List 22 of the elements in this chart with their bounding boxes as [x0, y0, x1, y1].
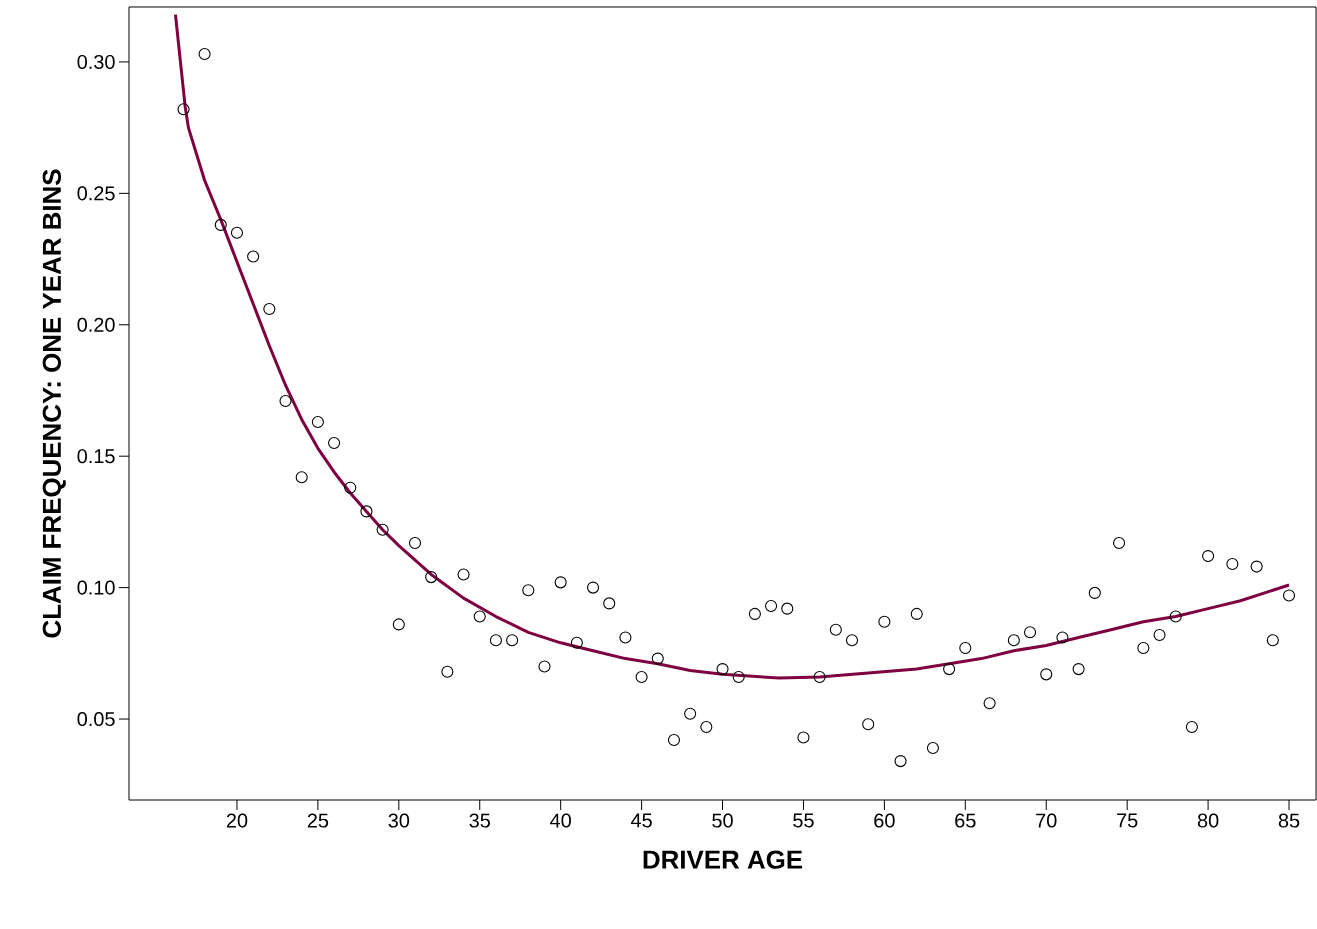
y-tick-label: 0.30 [77, 54, 115, 69]
y-tick-label: 0.10 [77, 580, 115, 595]
y-tick-label: 0.25 [77, 186, 115, 201]
y-axis-title: CLAIM FREQUENCY: ONE YEAR BINS [42, 169, 66, 638]
x-tick-label: 50 [712, 813, 733, 828]
x-tick-label: 60 [874, 813, 895, 828]
y-tick-label: 0.05 [77, 711, 115, 727]
x-tick-label: 25 [307, 813, 329, 828]
x-tick-label: 70 [1036, 813, 1057, 828]
y-tick-label: 0.15 [77, 449, 115, 464]
x-axis-title: DRIVER AGE [643, 850, 803, 869]
x-tick-label: 85 [1278, 813, 1300, 828]
y-tick-label: 0.20 [77, 317, 115, 332]
x-tick-label: 75 [1117, 813, 1138, 828]
x-tick-label: 40 [550, 813, 571, 828]
x-tick-label: 65 [955, 813, 976, 828]
x-tick-label: 20 [226, 813, 248, 828]
x-tick-label: 30 [388, 813, 410, 828]
x-tick-label: 80 [1197, 813, 1219, 828]
x-tick-label: 45 [630, 813, 652, 828]
x-tick-label: 35 [469, 813, 490, 828]
x-tick-label: 55 [793, 813, 814, 828]
